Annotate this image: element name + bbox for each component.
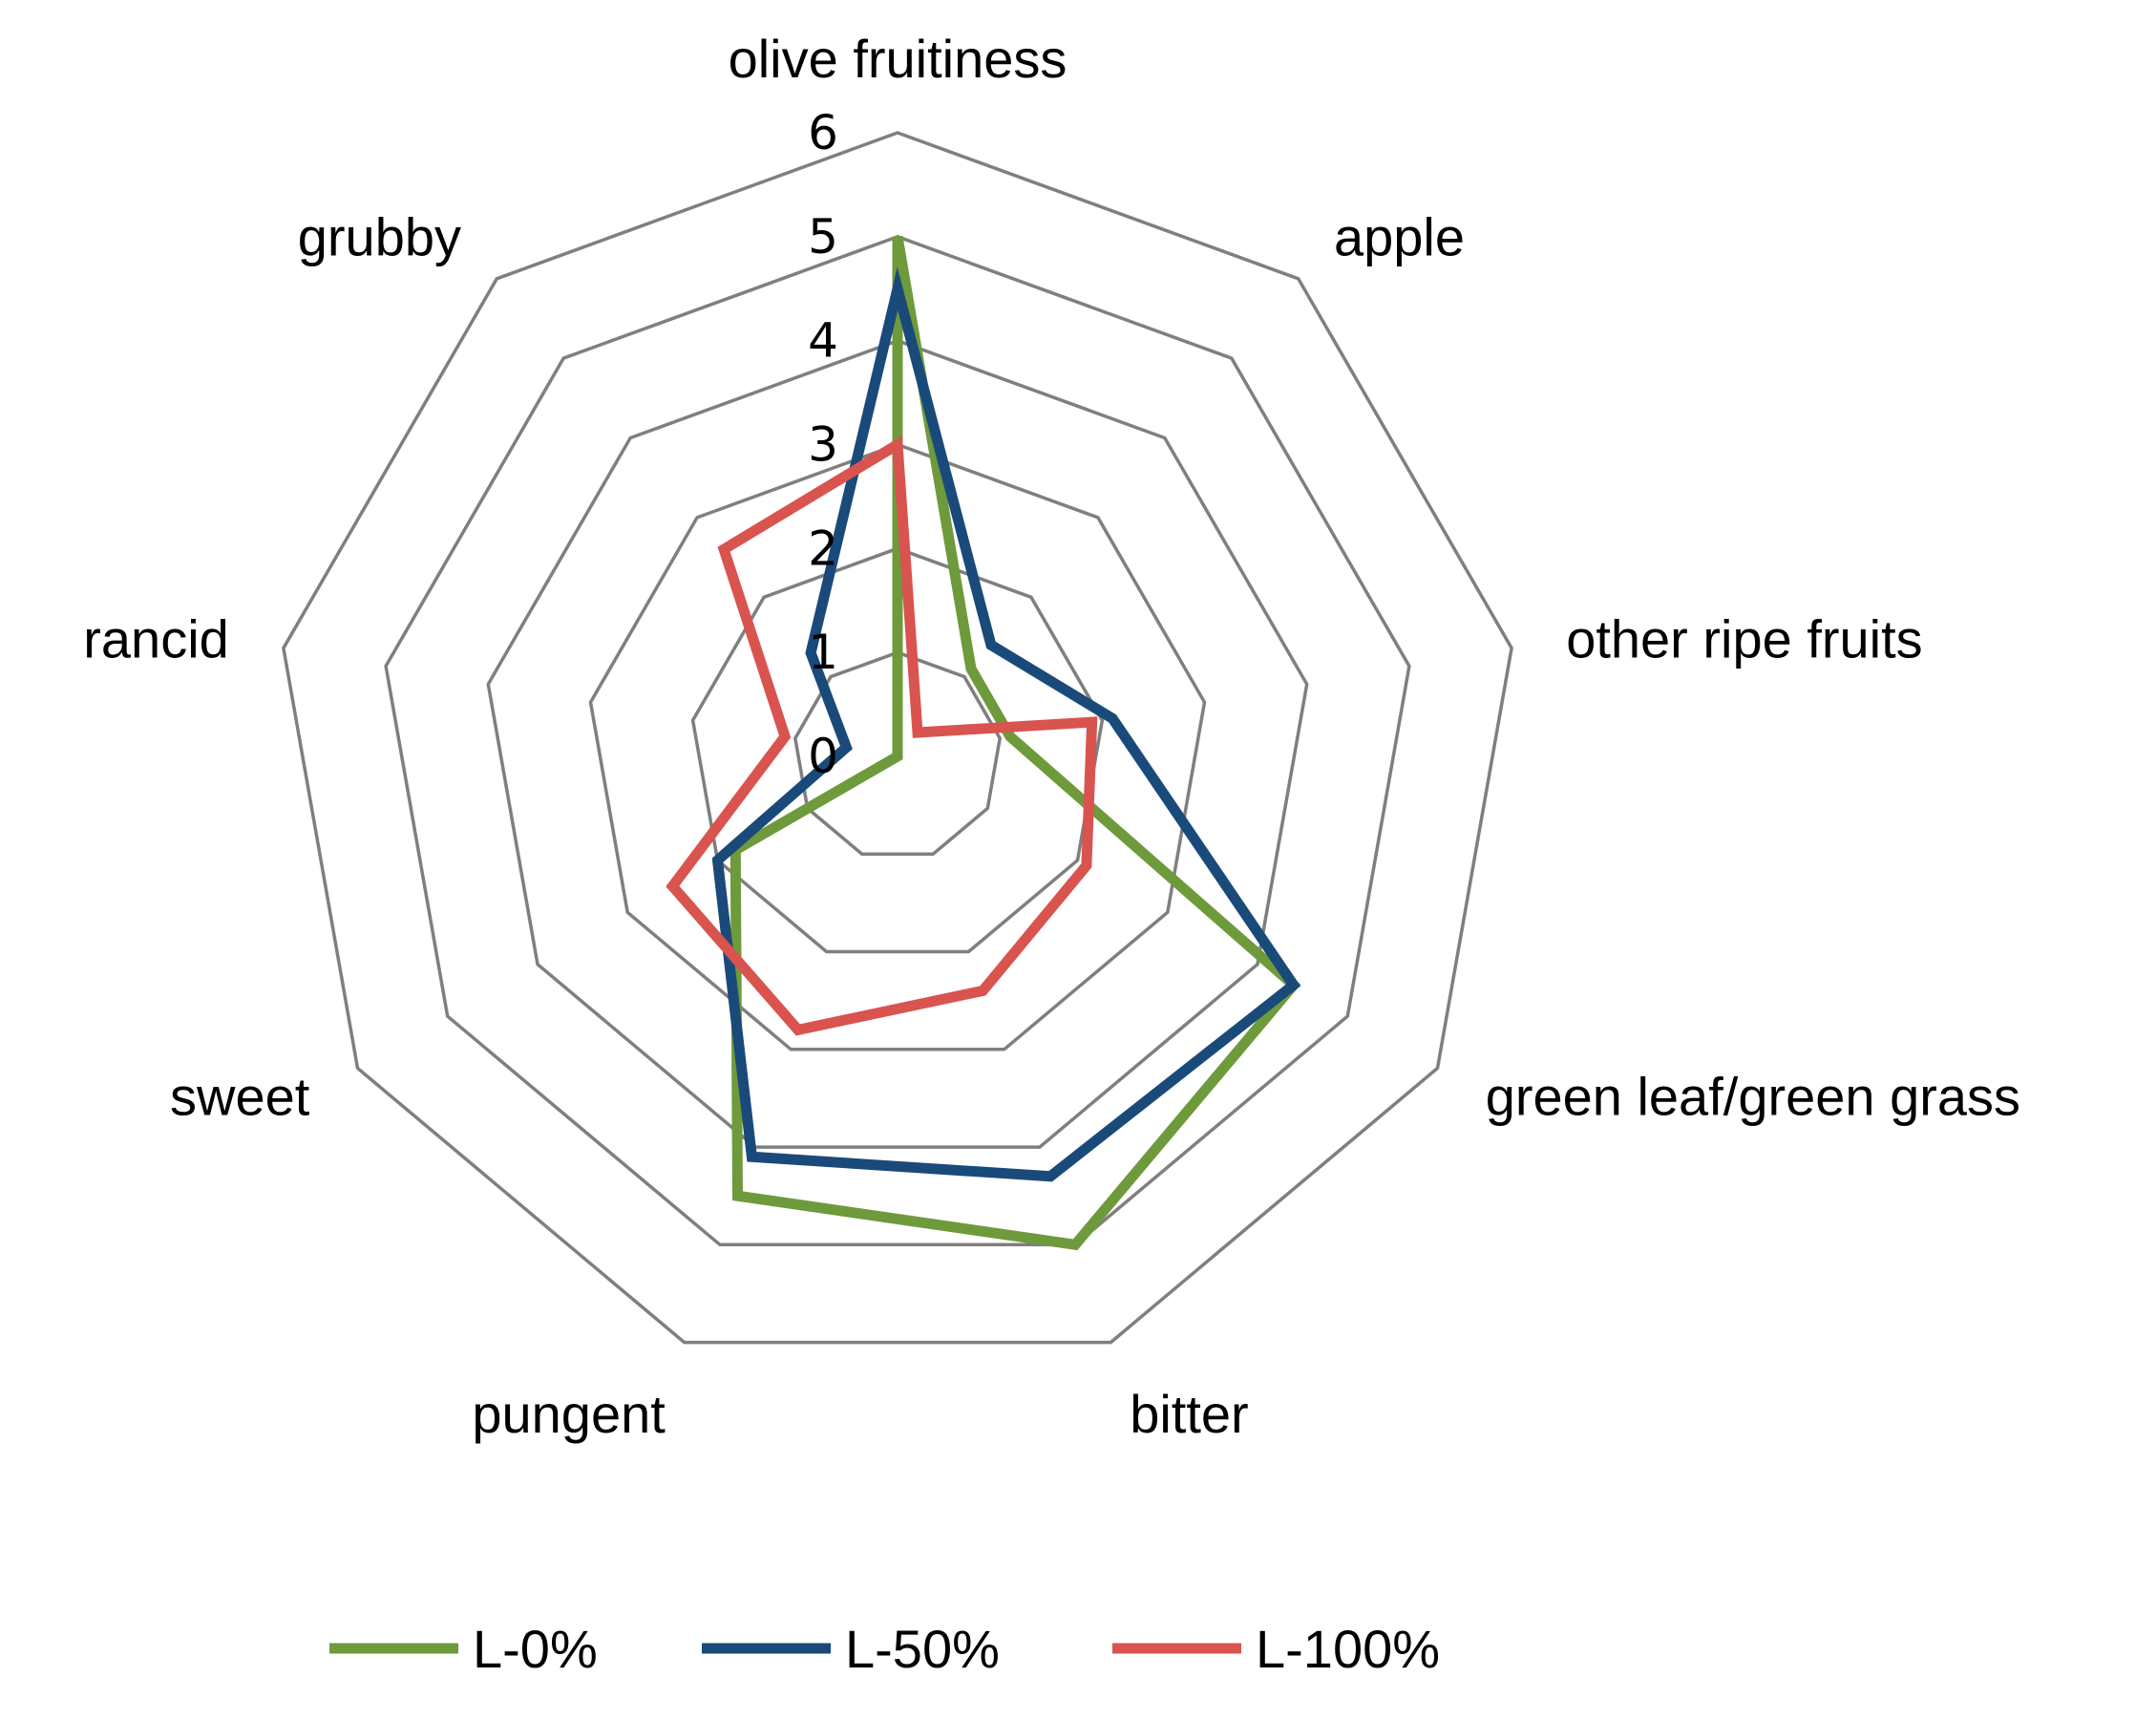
radar-series — [666, 235, 1301, 1251]
category-label-3: other ripe fruits — [1566, 609, 1923, 669]
category-label-4: green leaf/green grass — [1486, 1067, 2020, 1127]
grid-ring-5 — [384, 234, 1411, 1247]
tick-label-2: 2 — [808, 520, 838, 576]
tick-label-1: 1 — [808, 625, 838, 680]
legend-label-1: L-0% — [473, 1619, 598, 1679]
tick-label-3: 3 — [808, 417, 838, 473]
grid-ring-4 — [486, 338, 1309, 1149]
category-label-2: apple — [1334, 206, 1465, 266]
series-line-2 — [711, 266, 1301, 1182]
category-label-5: bitter — [1130, 1384, 1249, 1444]
tick-label-5: 5 — [808, 209, 838, 265]
series-line-1 — [729, 235, 1301, 1251]
legend-label-2: L-50% — [845, 1619, 1000, 1679]
category-label-6: pungent — [472, 1384, 666, 1444]
tick-label-4: 4 — [808, 313, 838, 369]
tick-label-0: 0 — [808, 729, 838, 784]
radial-tick-labels: 0 1 2 3 4 5 6 — [808, 105, 838, 784]
series-line-3 — [666, 435, 1098, 1036]
category-label-1: olive fruitiness — [729, 29, 1067, 89]
category-label-7: sweet — [170, 1067, 310, 1127]
category-label-8: rancid — [83, 609, 229, 669]
grid-ring-1 — [793, 650, 1003, 857]
category-labels: olive fruitiness apple other ripe fruits gr… — [83, 29, 2020, 1444]
tick-label-6: 6 — [808, 105, 838, 160]
legend-label-3: L-100% — [1256, 1619, 1440, 1679]
grid-ring-2 — [690, 546, 1105, 954]
grid-ring-3 — [588, 442, 1207, 1051]
legend: L-0% L-50% L-100% — [329, 1619, 1440, 1679]
category-label-9: grubby — [298, 206, 461, 266]
radar-grid — [282, 131, 1513, 1345]
grid-ring-6 — [282, 131, 1513, 1345]
